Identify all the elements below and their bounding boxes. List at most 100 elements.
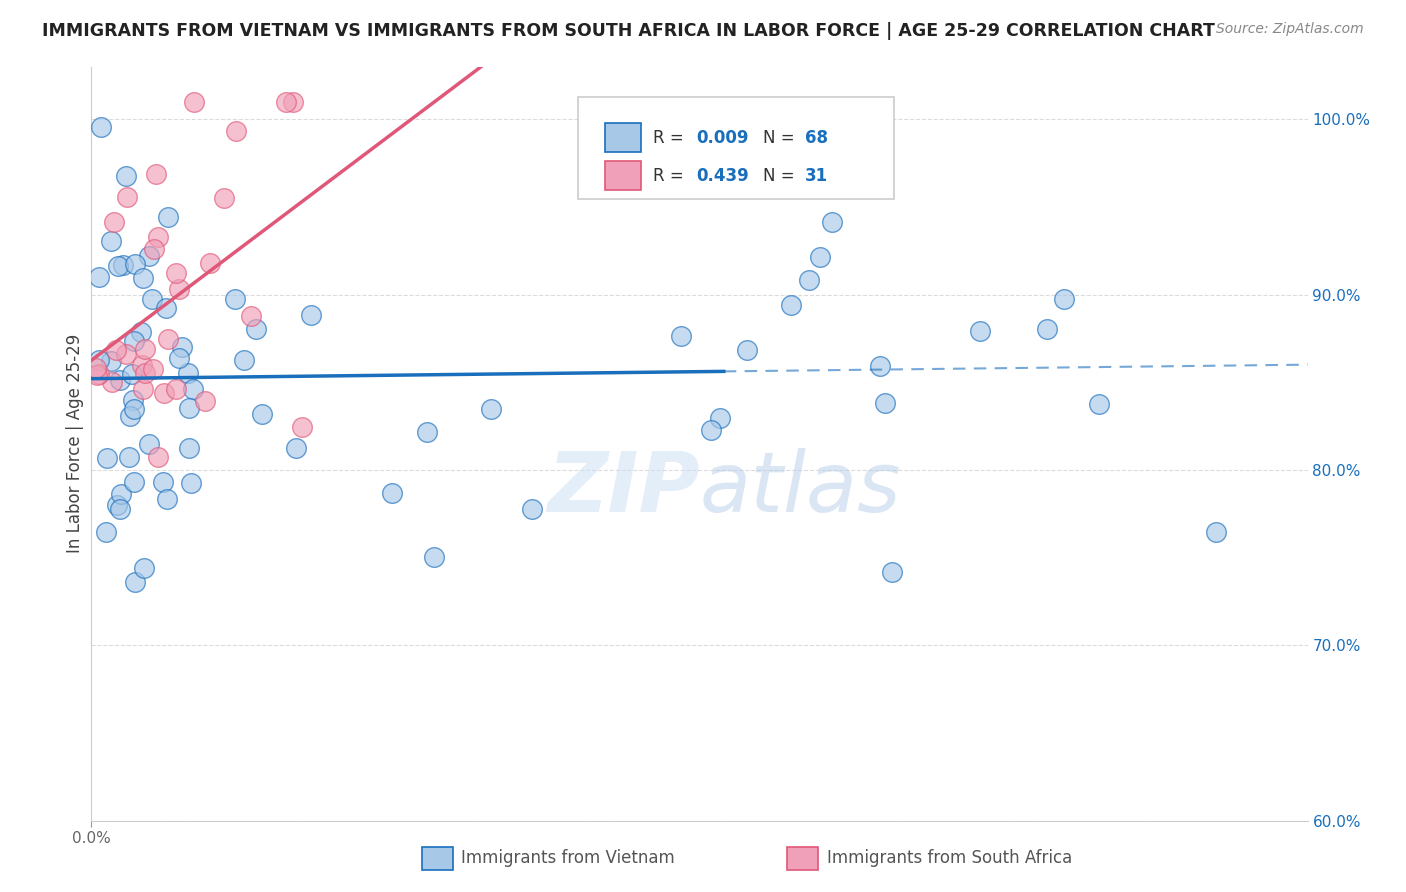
Point: [156, 332, 179, 346]
Point: [821, 215, 844, 229]
Point: [177, 441, 200, 455]
Point: [169, 282, 191, 296]
Text: R =: R =: [654, 128, 689, 146]
Point: [170, 340, 193, 354]
Point: [122, 392, 145, 407]
Text: 0.009: 0.009: [696, 128, 748, 146]
Point: [177, 366, 200, 380]
Point: [969, 325, 991, 339]
Point: [869, 359, 891, 373]
Point: [94, 524, 117, 539]
Point: [124, 574, 146, 589]
FancyBboxPatch shape: [578, 97, 894, 199]
Point: [1035, 322, 1057, 336]
Point: [423, 549, 446, 564]
Text: atlas: atlas: [699, 449, 901, 530]
Text: 68: 68: [806, 128, 828, 146]
Point: [780, 298, 803, 312]
Point: [1205, 524, 1227, 539]
Point: [90, 120, 112, 134]
Point: [118, 450, 141, 465]
Point: [96, 450, 118, 465]
Point: [100, 354, 122, 368]
Point: [101, 375, 124, 389]
Point: [194, 393, 217, 408]
Text: N =: N =: [762, 128, 800, 146]
Point: [118, 409, 141, 423]
Point: [600, 181, 623, 195]
Point: [103, 215, 125, 229]
Point: [240, 310, 263, 324]
Point: [142, 242, 165, 256]
Point: [165, 267, 187, 281]
Point: [134, 343, 156, 357]
Point: [105, 498, 128, 512]
Point: [110, 372, 132, 386]
Point: [214, 191, 236, 205]
Y-axis label: In Labor Force | Age 25-29: In Labor Force | Age 25-29: [66, 334, 84, 553]
Text: Immigrants from Vietnam: Immigrants from Vietnam: [461, 849, 675, 867]
Point: [250, 407, 273, 421]
Text: N =: N =: [762, 167, 800, 185]
Point: [138, 249, 160, 263]
Point: [198, 256, 221, 270]
Bar: [605, 123, 641, 152]
Point: [122, 334, 145, 348]
Point: [1053, 292, 1076, 306]
Point: [86, 360, 108, 375]
Text: 31: 31: [806, 167, 828, 185]
Point: [181, 382, 204, 396]
Point: [233, 352, 256, 367]
Point: [122, 475, 145, 489]
Text: R =: R =: [654, 167, 689, 185]
Point: [284, 441, 307, 455]
Point: [87, 352, 110, 367]
Point: [146, 229, 169, 244]
Point: [141, 293, 163, 307]
Point: [146, 450, 169, 464]
Point: [167, 351, 190, 365]
Point: [808, 250, 831, 264]
Point: [156, 210, 179, 224]
Point: [225, 123, 247, 137]
Text: ZIP: ZIP: [547, 449, 699, 530]
Text: Immigrants from South Africa: Immigrants from South Africa: [827, 849, 1071, 867]
Point: [245, 322, 267, 336]
Text: Source: ZipAtlas.com: Source: ZipAtlas.com: [1216, 22, 1364, 37]
Point: [132, 382, 155, 396]
Point: [129, 325, 152, 339]
Point: [87, 367, 110, 381]
Point: [1088, 397, 1111, 411]
Point: [142, 362, 165, 376]
Point: [108, 501, 131, 516]
Point: [152, 475, 174, 489]
Point: [180, 475, 202, 490]
Point: [165, 382, 187, 396]
Point: [274, 95, 297, 109]
Point: [281, 95, 304, 109]
Point: [671, 329, 693, 343]
Point: [105, 343, 128, 357]
Point: [381, 485, 404, 500]
Point: [122, 402, 145, 417]
Text: 0.439: 0.439: [696, 167, 748, 185]
Point: [291, 420, 314, 434]
Point: [110, 487, 132, 501]
Point: [124, 257, 146, 271]
Point: [224, 293, 246, 307]
Point: [86, 368, 108, 383]
Point: [87, 269, 110, 284]
Point: [107, 260, 129, 274]
Point: [415, 425, 437, 439]
Point: [875, 396, 897, 410]
Point: [479, 402, 502, 417]
Point: [882, 566, 904, 580]
Point: [134, 561, 156, 575]
Point: [179, 401, 201, 415]
Point: [183, 95, 205, 109]
Bar: [605, 161, 641, 190]
Point: [737, 343, 759, 358]
Point: [100, 234, 122, 248]
Point: [699, 423, 721, 437]
Point: [132, 270, 155, 285]
